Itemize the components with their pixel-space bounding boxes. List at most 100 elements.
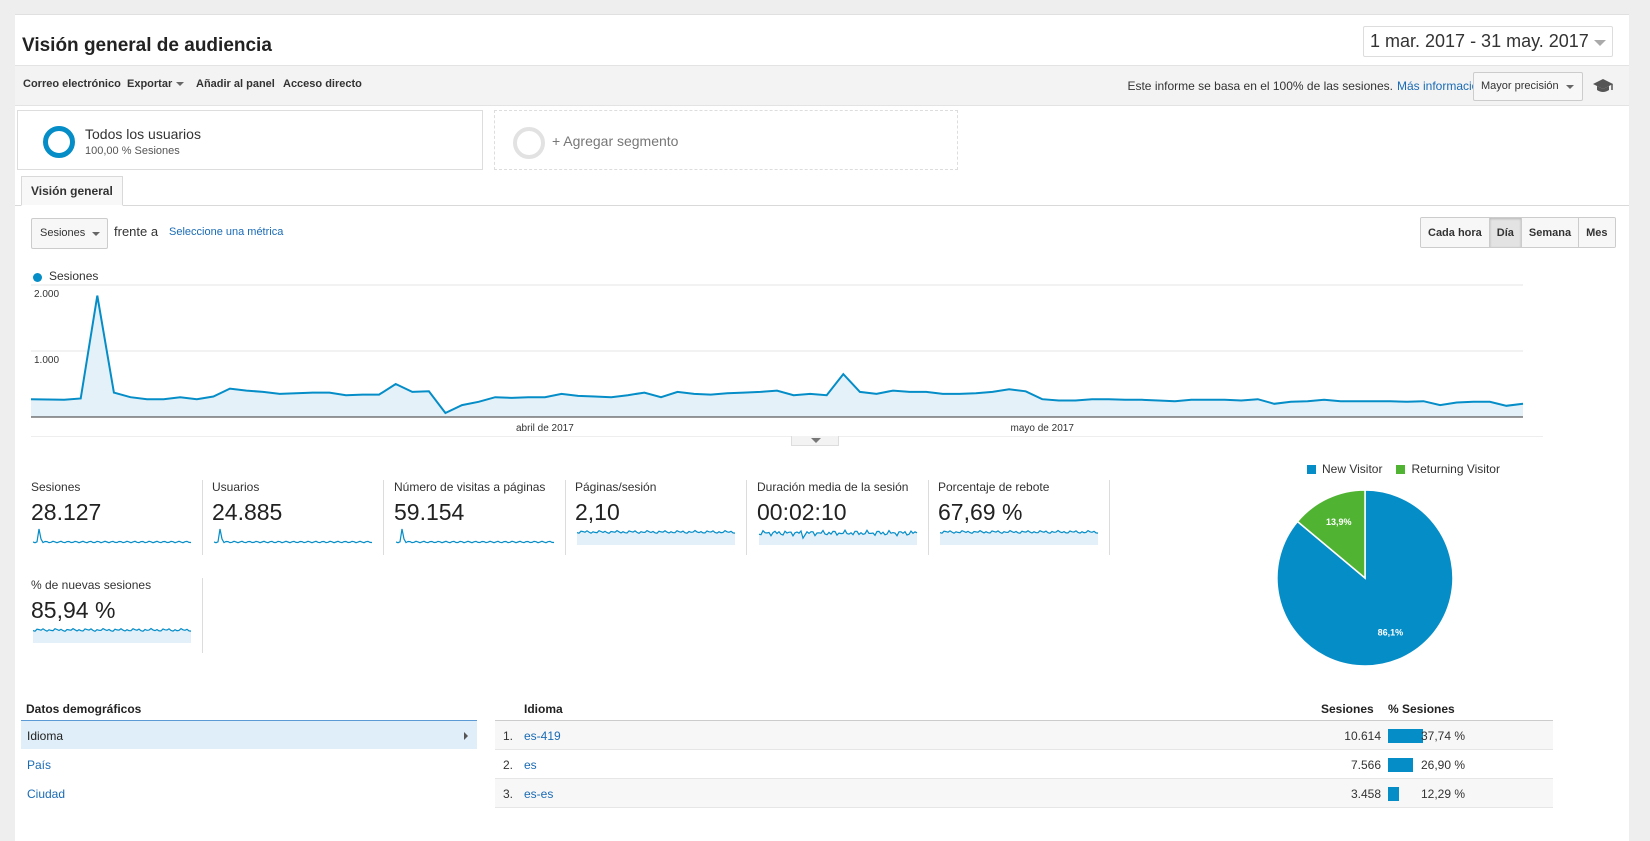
row-pct-sessions: 12,29 % [1421, 787, 1466, 801]
sparkline-area [33, 628, 191, 643]
legend-swatch [1396, 464, 1406, 474]
metric-value: 28.127 [31, 499, 102, 525]
legend-swatch [33, 273, 42, 282]
metric-card[interactable]: Sesiones 28.127 [31, 480, 203, 560]
chevron-down-icon [92, 232, 100, 236]
sparkline-line [33, 627, 192, 632]
metric-divider [202, 480, 203, 555]
demographics-title: Datos demográficos [26, 702, 142, 716]
series-line [30, 295, 1524, 415]
metric-label: Porcentaje de rebote [938, 480, 1050, 494]
table-row: 1. es-419 10.614 37,74 % [495, 721, 1553, 750]
page-title: Visión general de audiencia [22, 35, 272, 56]
graduation-cap-icon[interactable] [1592, 78, 1614, 94]
language-link[interactable]: es-es [524, 787, 554, 801]
metric-value: 2,10 [575, 499, 620, 525]
table-row: 2. es 7.566 26,90 % [495, 750, 1553, 779]
demographics-item-city[interactable]: Ciudad [27, 787, 66, 801]
chevron-down-icon [1594, 40, 1606, 46]
metric-value: 24.885 [212, 499, 283, 525]
chevron-right-icon [464, 732, 468, 740]
metric-select[interactable]: Sesiones [31, 218, 108, 249]
precision-select[interactable]: Mayor precisión [1473, 72, 1583, 101]
metric-sparkline [759, 529, 918, 545]
tab-divider [15, 205, 1629, 206]
y-tick-label: 2.000 [34, 289, 59, 300]
language-link[interactable]: es [524, 758, 537, 772]
x-tick-label: mayo de 2017 [1011, 423, 1075, 434]
select-metric-link[interactable]: Seleccione una métrica [169, 226, 284, 238]
metric-divider [1109, 480, 1110, 555]
sessions-line-chart: 2.000 1.000 abril de 2017 mayo de 2017 [30, 284, 1543, 437]
series-area [31, 295, 1523, 417]
row-pct-sessions: 26,90 % [1421, 758, 1466, 772]
metric-sparkline [577, 529, 736, 545]
add-segment-button[interactable]: + Agregar segmento [494, 110, 958, 170]
add-segment-label: + Agregar segmento [552, 133, 679, 149]
metric-card[interactable]: % de nuevas sesiones 85,94 % [31, 578, 203, 658]
granularity-day[interactable]: Día [1489, 218, 1522, 247]
report-panel: Visión general de audiencia 1 mar. 2017 … [15, 14, 1629, 841]
metric-divider [383, 480, 384, 555]
row-sessions: 10.614 [1344, 729, 1381, 743]
metric-label: Usuarios [212, 480, 260, 494]
granularity-hourly[interactable]: Cada hora [1421, 218, 1490, 247]
metric-sparkline [33, 627, 192, 643]
metric-sparkline [940, 529, 1099, 545]
add-to-dashboard-button[interactable]: Añadir al panel [196, 78, 275, 90]
language-link[interactable]: es-419 [524, 729, 561, 743]
pie-legend-label: Returning Visitor [1411, 462, 1500, 476]
row-index: 1. [503, 729, 514, 743]
report-toolbar: Correo electrónico Exportar Añadir al pa… [15, 65, 1629, 106]
row-sessions: 7.566 [1350, 758, 1381, 772]
metric-divider [202, 578, 203, 653]
metric-card[interactable]: Duración media de la sesión 00:02:10 [757, 480, 929, 560]
versus-label: frente a [114, 224, 159, 239]
metric-card[interactable]: Usuarios 24.885 [212, 480, 384, 560]
segment-name: Todos los usuarios [85, 126, 201, 142]
legend-label: Sesiones [49, 269, 99, 283]
tab-overview[interactable]: Visión general [21, 176, 123, 206]
y-tick-label: 1.000 [34, 355, 59, 366]
demographics-item-country[interactable]: País [27, 758, 52, 772]
metric-divider [746, 480, 747, 555]
email-button[interactable]: Correo electrónico [23, 78, 121, 90]
segment-subtitle: 100,00 % Sesiones [85, 145, 180, 157]
metric-sparkline [214, 528, 373, 544]
metric-divider [565, 480, 566, 555]
visitor-type-pie-chart: 86,1% 13,9% [1276, 489, 1454, 667]
date-range-picker[interactable]: 1 mar. 2017 - 31 may. 2017 [1363, 26, 1613, 57]
pie-legend-label: New Visitor [1322, 462, 1383, 476]
collapse-chart-toggle[interactable] [791, 436, 839, 446]
column-header-sessions: Sesiones [1321, 702, 1374, 716]
share-bar [1388, 787, 1399, 801]
metric-label: Sesiones [31, 480, 81, 494]
legend-swatch [1307, 464, 1316, 474]
segment-all-users[interactable]: Todos los usuarios 100,00 % Sesiones [17, 110, 483, 170]
export-button[interactable]: Exportar [127, 78, 185, 90]
chevron-down-icon [1566, 85, 1574, 89]
metric-card[interactable]: Porcentaje de rebote 67,69 % [938, 480, 1110, 560]
sampling-note-text: Este informe se basa en el 100% de las s… [1127, 79, 1393, 93]
metric-value: 85,94 % [31, 597, 116, 623]
pie-slice-label: 13,9% [1326, 517, 1352, 527]
demographics-item-label: Idioma [27, 729, 64, 743]
granularity-week[interactable]: Semana [1521, 218, 1580, 247]
row-pct-sessions: 37,74 % [1421, 729, 1466, 743]
metric-card[interactable]: Número de visitas a páginas 59.154 [394, 480, 566, 560]
sparkline-line [577, 529, 736, 534]
sampling-note: Este informe se basa en el 100% de las s… [1127, 79, 1485, 93]
share-bar [1388, 758, 1413, 772]
demographics-item-language[interactable]: Idioma [21, 720, 477, 749]
metric-select-label: Sesiones [40, 227, 86, 239]
sparkline-line [759, 529, 918, 540]
shortcut-button[interactable]: Acceso directo [283, 78, 362, 90]
pie-legend: New Visitor Returning Visitor [1307, 462, 1500, 476]
more-info-link[interactable]: Más información [1396, 79, 1485, 93]
metric-card[interactable]: Páginas/sesión 2,10 [575, 480, 747, 560]
sparkline-line [940, 529, 1099, 534]
chevron-down-icon [176, 82, 185, 87]
granularity-month[interactable]: Mes [1579, 218, 1615, 247]
row-index: 2. [503, 758, 514, 772]
table-header: Idioma Sesiones % Sesiones [495, 702, 1553, 721]
